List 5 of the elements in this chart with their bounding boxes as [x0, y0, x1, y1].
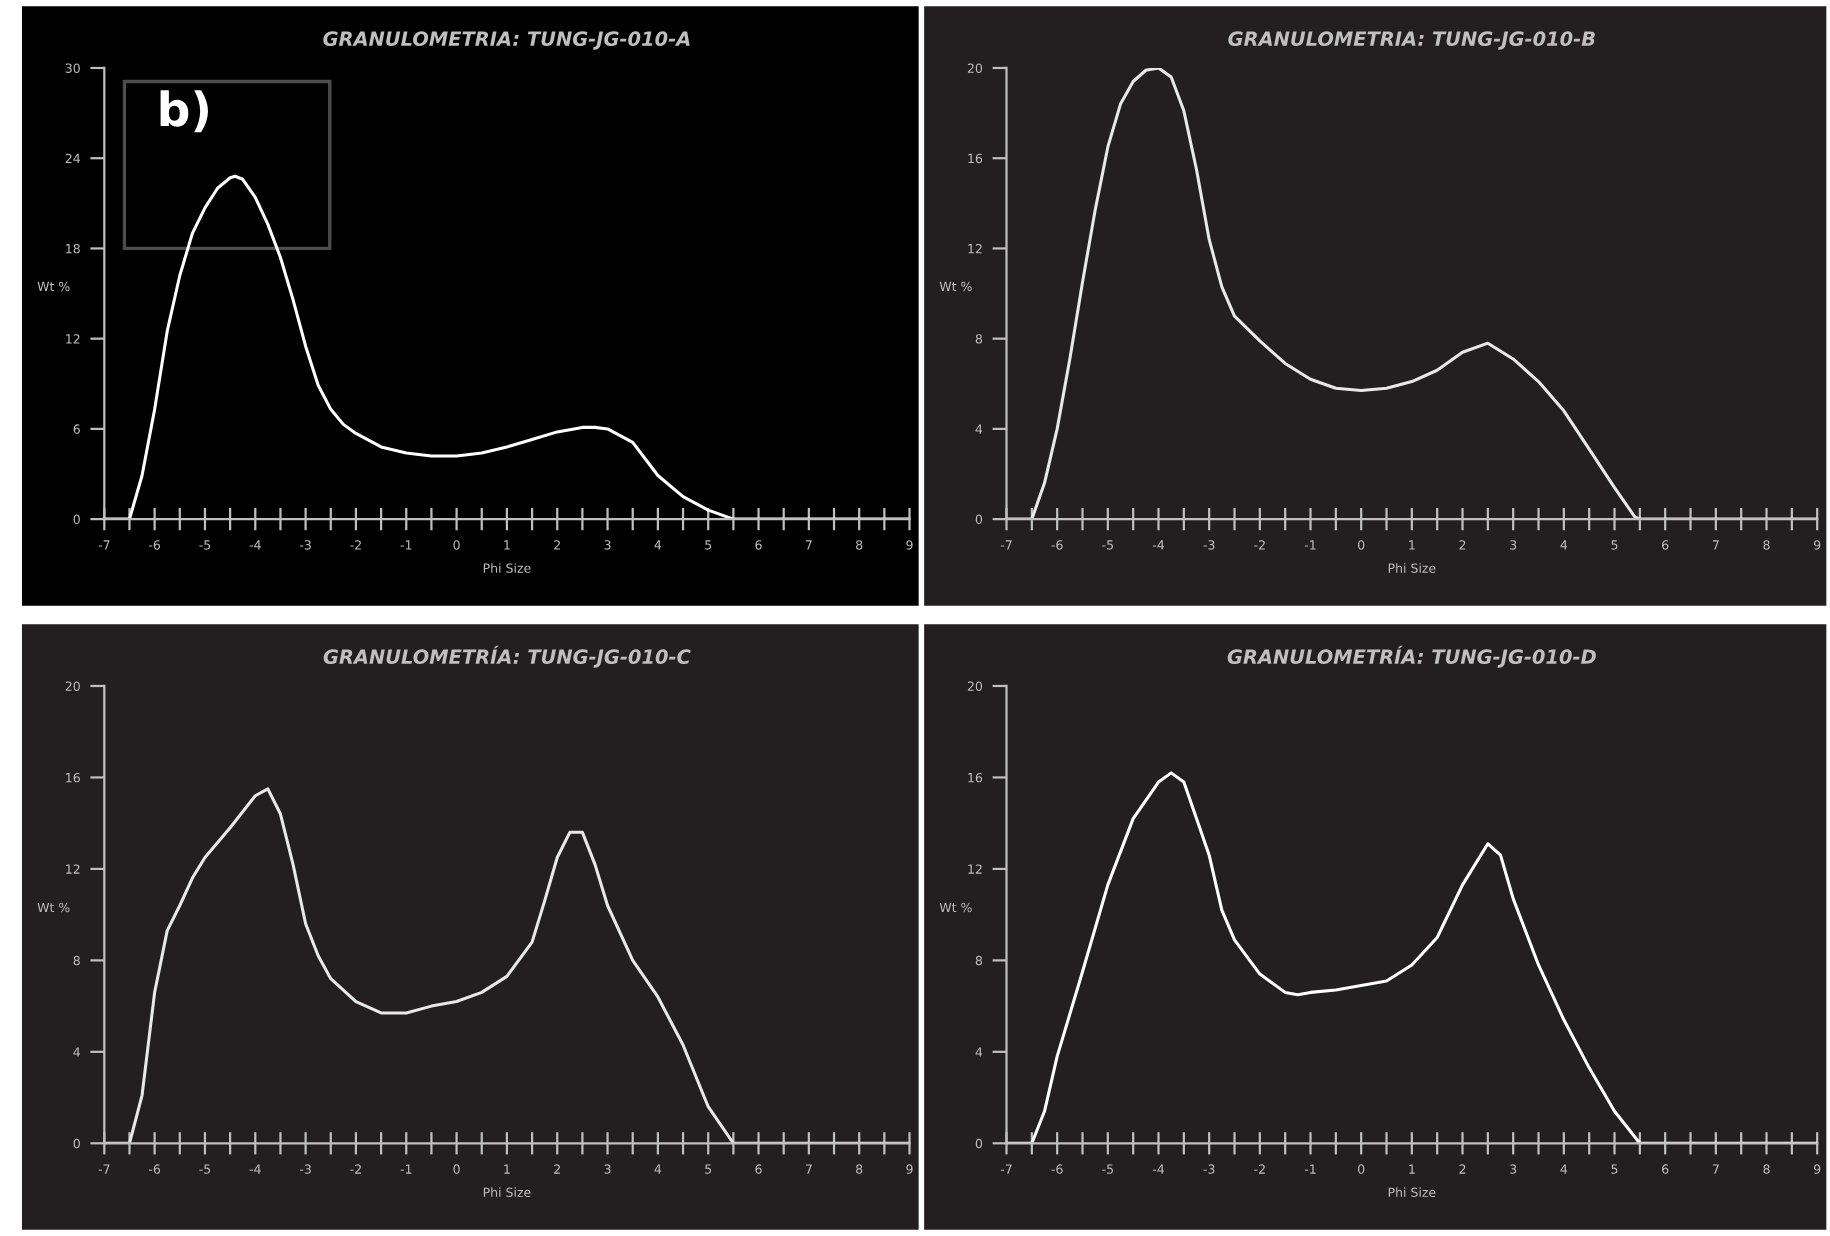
annotation: b) [160, 90, 208, 133]
chart-title: GRANULOMETRIA: TUNG-JG-010-A [323, 31, 690, 50]
chart-title: GRANULOMETRÍA: TUNG-JG-010-C [323, 645, 691, 668]
chart-title: GRANULOMETRÍA: TUNG-JG-010-D [1227, 645, 1596, 668]
chart-title: GRANULOMETRIA: TUNG-JG-010-B [1228, 31, 1595, 50]
